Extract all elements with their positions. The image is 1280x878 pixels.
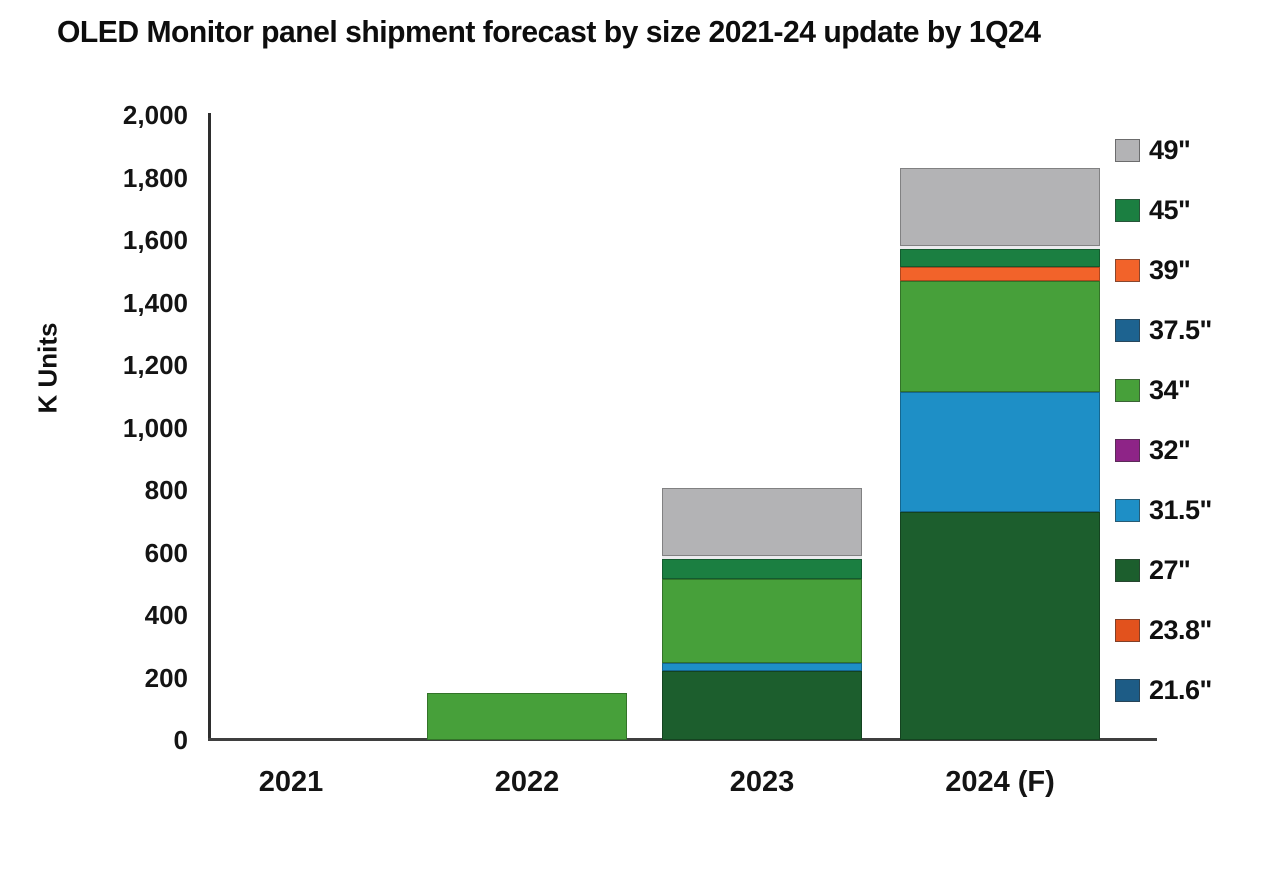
y-tick-label-1000: 1,000 <box>122 412 188 443</box>
legend-label-37-5: 37.5" <box>1149 314 1212 345</box>
bar-segment-2023-27 <box>662 671 862 740</box>
legend-swatch-39 <box>1115 258 1140 282</box>
legend-label-23-8: 23.8" <box>1149 614 1212 645</box>
legend-swatch-32 <box>1115 438 1140 462</box>
chart-title: OLED Monitor panel shipment forecast by … <box>57 14 1041 49</box>
bar-segment-2023-45 <box>662 558 862 580</box>
y-axis-line <box>208 113 211 741</box>
legend-item-37-5: 37.5" <box>1115 313 1212 347</box>
y-tick-label-1400: 1,400 <box>122 287 188 318</box>
legend-item-49: 49" <box>1115 133 1191 167</box>
y-tick-label-200: 200 <box>144 662 188 693</box>
bar-segment-2024F-39 <box>900 266 1100 281</box>
legend-swatch-37-5 <box>1115 318 1140 342</box>
legend-swatch-21-6 <box>1115 678 1140 702</box>
bar-segment-2024F-49 <box>900 168 1100 250</box>
bar-segment-2023-34 <box>662 579 862 664</box>
legend-item-39: 39" <box>1115 253 1191 287</box>
x-axis-label-2021: 2021 <box>258 766 324 798</box>
bar-segment-2024F-27 <box>900 511 1100 740</box>
legend-item-21-6: 21.6" <box>1115 673 1212 707</box>
x-axis-label-2022: 2022 <box>494 766 560 798</box>
legend-label-49: 49" <box>1149 134 1191 165</box>
legend-swatch-31-5 <box>1115 498 1140 522</box>
y-tick-label-2000: 2,000 <box>122 100 188 130</box>
legend-label-34: 34" <box>1149 374 1191 405</box>
y-tick-label-400: 400 <box>144 600 188 630</box>
legend-item-31-5: 31.5" <box>1115 493 1212 527</box>
y-tick-label-1800: 1,800 <box>122 162 188 193</box>
y-tick-label-0: 0 <box>173 725 188 755</box>
legend-swatch-49 <box>1115 138 1140 162</box>
legend-item-27: 27" <box>1115 553 1191 587</box>
legend-label-31-5: 31.5" <box>1149 494 1212 525</box>
bar-segment-2024F-45 <box>900 249 1100 267</box>
x-axis-label-2023: 2023 <box>729 766 795 798</box>
legend-label-27: 27" <box>1149 554 1191 585</box>
y-tick-label-1200: 1,200 <box>122 350 188 380</box>
legend-swatch-23-8 <box>1115 618 1140 642</box>
y-tick-label-600: 600 <box>144 537 188 568</box>
legend-swatch-34 <box>1115 378 1140 402</box>
bar-segment-2023-31-5 <box>662 663 862 672</box>
bar-segment-2024F-31-5 <box>900 391 1100 512</box>
x-axis-label-2024F: 2024 (F) <box>945 766 1055 798</box>
legend-item-45: 45" <box>1115 193 1191 227</box>
bar-segment-2022-34 <box>427 693 627 740</box>
legend-swatch-45 <box>1115 198 1140 222</box>
y-tick-label-1600: 1,600 <box>122 225 188 255</box>
legend-label-39: 39" <box>1149 254 1191 285</box>
bar-segment-2024F-34 <box>900 280 1100 392</box>
legend-swatch-27 <box>1115 558 1140 582</box>
legend-item-32: 32" <box>1115 433 1191 467</box>
legend-label-21-6: 21.6" <box>1149 674 1212 705</box>
legend-item-34: 34" <box>1115 373 1191 407</box>
legend-item-23-8: 23.8" <box>1115 613 1212 647</box>
y-tick-label-800: 800 <box>144 475 188 505</box>
legend-label-32: 32" <box>1149 434 1191 465</box>
bar-segment-2023-49 <box>662 488 862 559</box>
legend-label-45: 45" <box>1149 194 1191 225</box>
